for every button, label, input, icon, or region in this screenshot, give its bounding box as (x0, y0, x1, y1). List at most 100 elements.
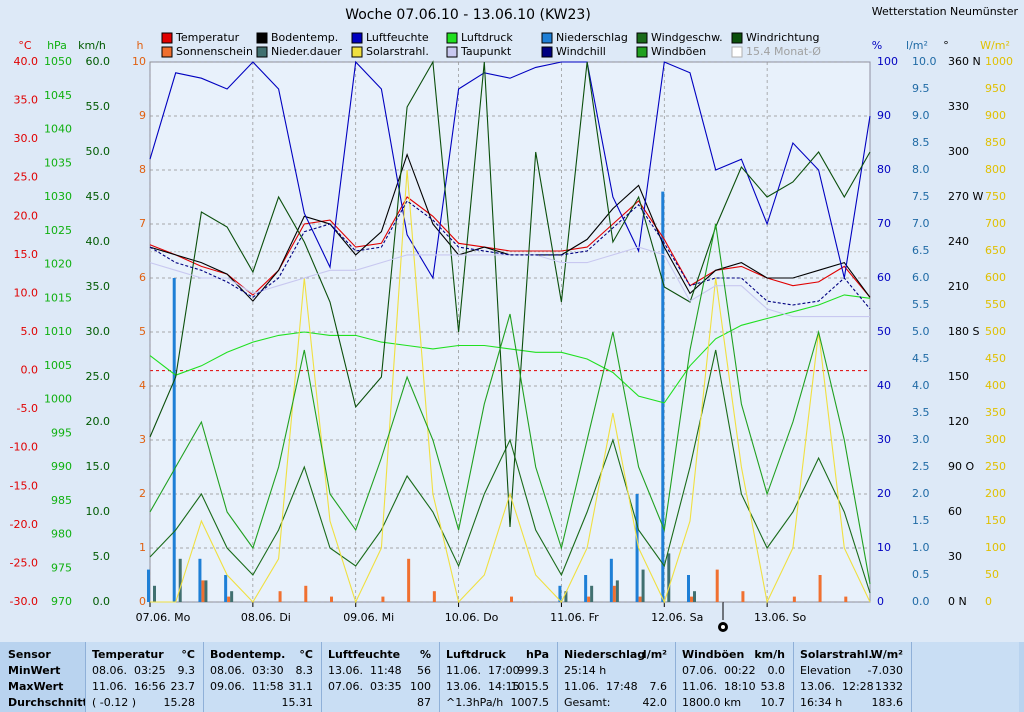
y-tick-label: 850 (985, 136, 1006, 149)
y-tick-label: 250 (985, 460, 1006, 473)
y-tick-label: 7 (139, 217, 146, 230)
x-tick-label: 07.06. Mo (136, 611, 191, 624)
series-line (149, 294, 871, 404)
bar (510, 596, 513, 602)
axis-unit: °C (18, 39, 32, 52)
y-tick-label: 300 (985, 433, 1006, 446)
column-header: Bodentemp. (210, 648, 286, 661)
bar (147, 569, 150, 602)
y-tick-label: 180 S (948, 325, 979, 338)
y-tick-label: 1025 (44, 224, 72, 237)
y-tick-label: 975 (51, 561, 72, 574)
y-tick-label: 10 (877, 541, 891, 554)
cell-info: 13.06. 12:28 (800, 680, 874, 693)
sun-icon-center (721, 625, 725, 629)
y-tick-label: 9.0 (912, 109, 930, 122)
bar (641, 569, 645, 602)
bar (278, 591, 282, 602)
bar (558, 585, 562, 602)
y-tick-label: 210 (948, 280, 969, 293)
y-tick-label: 350 (985, 406, 1006, 419)
bar (690, 596, 693, 602)
y-tick-label: 150 (985, 514, 1006, 527)
y-tick-label: 1000 (44, 393, 72, 406)
legend-swatch (256, 32, 268, 44)
y-tick-label: 5.0 (21, 325, 39, 338)
series-line (150, 169, 871, 604)
axis-unit: hPa (47, 39, 67, 52)
cell-value: 42.0 (642, 696, 668, 709)
y-tick-label: 80 (877, 163, 891, 176)
axis-unit: % (872, 39, 882, 52)
cell-info: 11.06. 18:10 (682, 680, 756, 693)
bar (224, 575, 228, 602)
cell-value: 999.3 (517, 664, 550, 677)
y-tick-label: 60.0 (86, 55, 111, 68)
table-column (911, 642, 1019, 712)
y-tick-label: 20.0 (14, 209, 39, 222)
legend-swatch (636, 46, 648, 58)
series-line (149, 246, 870, 318)
cell-value: 1015.5 (510, 680, 550, 693)
cell-value: 56 (417, 664, 431, 677)
legend-label: Sonnenschein (176, 45, 253, 58)
y-tick-label: 700 (985, 217, 1006, 230)
column-header: Windböen (682, 648, 745, 661)
y-tick-label: 10 (132, 55, 146, 68)
y-tick-label: 3 (139, 433, 146, 446)
y-tick-label: 9.5 (912, 82, 930, 95)
y-tick-label: 35.0 (14, 94, 39, 107)
legend-label: Taupunkt (460, 45, 512, 58)
series-line (149, 223, 871, 585)
y-tick-label: 6 (139, 271, 146, 284)
bar (201, 580, 205, 602)
series-line (149, 60, 871, 280)
y-tick-label: 800 (985, 163, 1006, 176)
y-tick-label: 5 (139, 325, 146, 338)
legend-swatch (351, 46, 363, 58)
legend-label: Luftfeuchte (366, 31, 429, 44)
y-tick-label: 1040 (44, 123, 72, 136)
bar (615, 580, 619, 602)
y-tick-label: 900 (985, 109, 1006, 122)
legend-label: Windchill (556, 45, 606, 58)
y-tick-label: 0.5 (912, 568, 930, 581)
y-tick-label: -10.0 (10, 441, 38, 454)
cell-value: 9.3 (177, 664, 196, 677)
bar (638, 596, 642, 602)
y-tick-label: 15.0 (86, 460, 111, 473)
legend-swatch (446, 46, 458, 58)
y-tick-label: 90 (877, 109, 891, 122)
y-tick-label: 1005 (44, 359, 72, 372)
cell-value: 8.3 (295, 664, 314, 677)
column-header: Luftdruck (446, 648, 506, 661)
cell-info: 1800.0 km (682, 696, 742, 709)
cell-info: 11.06. 16:56 (92, 680, 166, 693)
y-tick-label: 0 (877, 595, 884, 608)
row-label: MaxWert (8, 680, 64, 693)
bar (693, 591, 696, 602)
y-tick-label: 4 (139, 379, 146, 392)
y-tick-label: 240 (948, 235, 969, 248)
cell-info: 08.06. 03:30 (210, 664, 284, 677)
bar (792, 596, 796, 602)
y-tick-label: 0 (985, 595, 992, 608)
column-unit: hPa (525, 648, 549, 661)
y-tick-label: 550 (985, 298, 1006, 311)
cell-info: ^1.3hPa/h (446, 696, 504, 709)
bar (204, 580, 208, 602)
station-name: Wetterstation Neumünster (872, 5, 1019, 18)
y-tick-label: 0.0 (21, 364, 39, 377)
y-tick-label: 200 (985, 487, 1006, 500)
bar (741, 591, 745, 602)
bar (407, 558, 411, 602)
y-tick-label: 5.0 (912, 325, 930, 338)
y-tick-label: 40.0 (14, 55, 39, 68)
legend-swatch (351, 32, 363, 44)
y-tick-label: 985 (51, 494, 72, 507)
y-tick-label: 2 (139, 487, 146, 500)
y-tick-label: 35.0 (86, 280, 111, 293)
y-tick-label: 5.5 (912, 298, 930, 311)
stats-table: Sensor MinWert MaxWert Durchschnitt Temperat… (0, 642, 1024, 712)
x-tick-label: 09.06. Mi (343, 611, 394, 624)
